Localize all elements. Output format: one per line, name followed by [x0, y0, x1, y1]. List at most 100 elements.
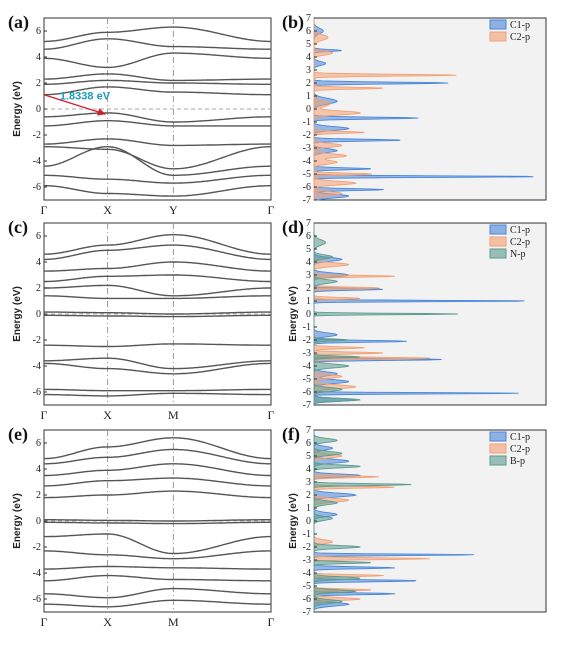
y-tick-label: 6	[36, 438, 41, 449]
band-line	[44, 392, 271, 397]
y-tick-label: 6	[36, 231, 41, 242]
legend-swatch	[489, 224, 507, 235]
band-line	[44, 284, 271, 297]
y-tick-label: 6	[36, 26, 41, 37]
y-tick-label: 5	[306, 39, 311, 50]
y-tick-label: -4	[33, 156, 41, 167]
y-tick-label: 7	[306, 13, 311, 24]
kpoint-label: Γ	[268, 615, 275, 629]
band-line	[44, 120, 271, 127]
y-tick-label: 5	[306, 451, 311, 462]
legend-label: C2-p	[510, 32, 530, 43]
y-axis-label: Energy (eV)	[12, 81, 23, 137]
y-tick-label: -3	[303, 555, 311, 566]
y-tick-label: 2	[36, 283, 41, 294]
dos-f: -7 -6 -5 -4 -3 -2 -1 0 1 2 3 4 5 6 7 Energy (eV) C1-pC2-…	[282, 424, 547, 618]
kpoint-label: Γ	[41, 203, 48, 217]
legend-swatch	[489, 31, 507, 42]
band-line	[44, 448, 271, 465]
band-line	[44, 73, 271, 82]
y-tick-label: -7	[303, 607, 311, 618]
y-tick-label: 6	[306, 438, 311, 449]
band-line	[44, 599, 271, 608]
y-tick-label: -1	[303, 117, 311, 128]
legend-label: C1-p	[510, 20, 530, 31]
band-line	[44, 26, 271, 43]
band-line	[44, 565, 271, 570]
band-line	[44, 174, 271, 184]
y-tick-label: 1	[306, 503, 311, 514]
band-line	[44, 519, 271, 522]
y-tick-label: -2	[33, 542, 41, 553]
dos-b: -7 -6 -5 -4 -3 -2 -1 0 1 2 3 4 5 6 7 C1-pC2-p (b)	[282, 12, 547, 206]
y-tick-label: 5	[306, 244, 311, 255]
y-tick-label: -6	[33, 182, 41, 193]
y-tick-label: -2	[303, 335, 311, 346]
band-line	[44, 437, 271, 460]
legend-swatch	[489, 248, 507, 259]
band-line	[44, 357, 271, 370]
y-tick-label: 2	[36, 78, 41, 89]
band-line	[44, 388, 271, 392]
band-line	[44, 521, 271, 525]
legend-swatch	[489, 443, 507, 454]
y-tick-label: -2	[303, 130, 311, 141]
y-tick-label: 0	[36, 104, 41, 115]
y-tick-label: -6	[303, 594, 311, 605]
y-tick-label: 2	[36, 490, 41, 501]
y-tick-label: -4	[303, 156, 311, 167]
band-line	[44, 234, 271, 255]
y-tick-label: 7	[306, 218, 311, 229]
y-tick-label: -3	[303, 143, 311, 154]
legend-label: C2-p	[510, 237, 530, 248]
y-axis-label: Energy (eV)	[12, 493, 23, 549]
y-tick-label: 1	[306, 296, 311, 307]
legend-swatch	[489, 236, 507, 247]
kpoint-label: Γ	[41, 615, 48, 629]
dos-curve-c2-p	[313, 18, 457, 201]
band-line	[44, 587, 271, 599]
y-tick-label: -4	[33, 568, 41, 579]
y-tick-label: 7	[306, 425, 311, 436]
y-tick-label: -2	[303, 542, 311, 553]
y-tick-label: -3	[303, 348, 311, 359]
kpoint-label: M	[168, 615, 179, 629]
y-tick-label: -5	[303, 581, 311, 592]
y-tick-label: -6	[33, 387, 41, 398]
y-tick-label: -4	[303, 568, 311, 579]
band-line	[44, 533, 271, 555]
panel-label: (c)	[8, 217, 28, 238]
band-line	[44, 86, 271, 96]
band-gap-arrow	[43, 94, 106, 116]
y-tick-label: 0	[36, 516, 41, 527]
y-tick-label: 4	[306, 464, 311, 475]
y-tick-label: -6	[33, 594, 41, 605]
panel-label: (e)	[8, 424, 28, 445]
band-line	[44, 343, 271, 348]
y-tick-label: -6	[303, 387, 311, 398]
band-structure-a: -6 -4 -2 0 2 4 6 Γ X Y Γ Energy (eV) (a) 1.8338 eV	[8, 12, 275, 217]
y-tick-label: 0	[306, 104, 311, 115]
legend-label: C2-p	[510, 444, 530, 455]
y-axis-label: Energy (eV)	[12, 286, 23, 342]
y-tick-label: -4	[33, 361, 41, 372]
dos-d: -7 -6 -5 -4 -3 -2 -1 0 1 2 3 4 5 6 7 Energy (eV) C1-pC2-…	[282, 217, 547, 411]
kpoint-label: X	[103, 203, 112, 217]
y-tick-label: 4	[36, 52, 41, 63]
panel-label: (d)	[282, 217, 304, 238]
y-tick-label: 4	[36, 257, 41, 268]
y-tick-label: -2	[33, 130, 41, 141]
band-line	[44, 463, 271, 477]
dos-curve-b-p	[313, 430, 412, 612]
y-tick-label: -6	[303, 182, 311, 193]
y-tick-label: -7	[303, 400, 311, 411]
y-tick-label: 3	[306, 270, 311, 281]
band-line	[44, 477, 271, 487]
y-tick-label: 6	[306, 231, 311, 242]
kpoint-label: M	[168, 408, 179, 422]
y-tick-label: -1	[303, 529, 311, 540]
panel-label: (b)	[282, 12, 304, 33]
legend-swatch	[489, 431, 507, 442]
legend-label: C1-p	[510, 432, 530, 443]
